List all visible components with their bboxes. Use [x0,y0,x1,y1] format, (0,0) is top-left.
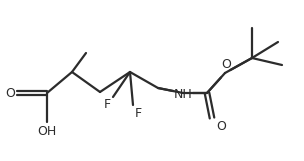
Text: O: O [216,120,226,133]
Text: O: O [5,86,15,99]
Text: O: O [221,58,231,71]
Text: NH: NH [174,87,192,100]
Text: F: F [104,98,111,111]
Text: OH: OH [37,125,57,138]
Text: F: F [135,107,142,120]
